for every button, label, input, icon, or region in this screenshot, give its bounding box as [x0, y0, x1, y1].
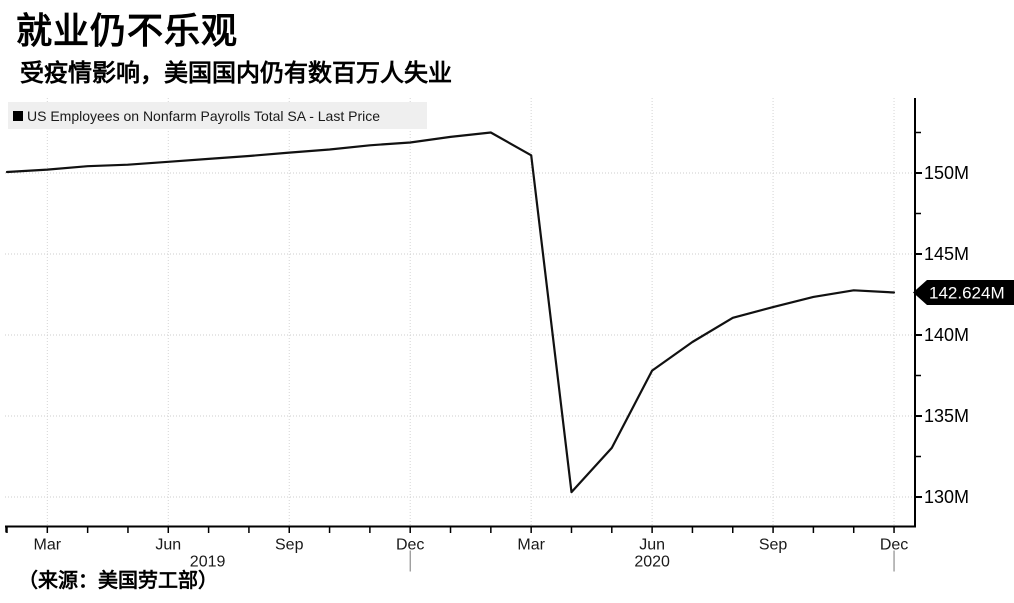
x-tick-label: Sep — [759, 537, 788, 554]
y-tick-label: 130M — [924, 487, 969, 507]
y-tick-label: 135M — [924, 406, 969, 426]
chart-legend: US Employees on Nonfarm Payrolls Total S… — [8, 102, 427, 129]
y-tick-label: 145M — [924, 244, 969, 264]
x-tick-label: Dec — [396, 537, 424, 554]
legend-series-swatch — [13, 110, 23, 121]
x-tick-label: Sep — [275, 537, 304, 554]
source-note: （来源：美国劳工部） — [18, 570, 218, 592]
legend-series-label: US Employees on Nonfarm Payrolls Total S… — [27, 107, 381, 124]
last-price-label: 142.624M — [929, 283, 1005, 302]
x-tick-label: Jun — [639, 537, 665, 554]
last-price-flag — [913, 279, 1014, 305]
page-title: 就业仍不乐观 — [16, 11, 239, 51]
x-tick-label: Dec — [880, 537, 908, 554]
series-line — [5, 131, 896, 494]
x-tick-label: Jun — [155, 537, 181, 554]
y-tick-label: 150M — [924, 163, 969, 183]
year-label: 2019 — [190, 554, 226, 571]
x-tick-label: Mar — [34, 537, 62, 554]
page-subtitle: 受疫情影响，美国国内仍有数百万人失业 — [20, 61, 452, 87]
y-tick-label: 140M — [924, 325, 969, 345]
year-label: 2020 — [634, 554, 670, 571]
x-tick-label: Mar — [517, 537, 545, 554]
